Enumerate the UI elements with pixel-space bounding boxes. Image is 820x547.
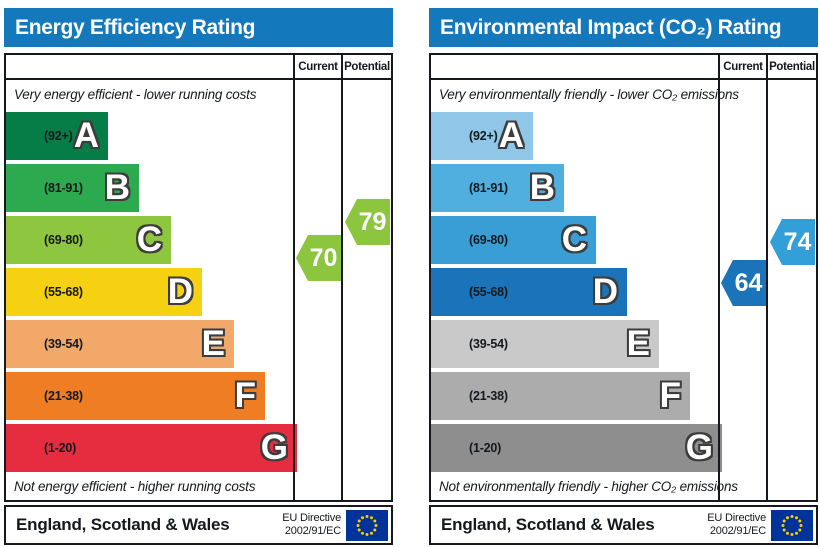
current-column-header: Current: [298, 61, 338, 73]
potential-column-divider: [766, 53, 768, 502]
band-d: (55-68) D: [431, 268, 627, 316]
chart-title-bar: Energy Efficiency Rating: [4, 8, 393, 47]
eu-flag-icon: [346, 509, 388, 541]
band-range-label: (39-54): [469, 337, 508, 351]
band-letter: A: [498, 115, 524, 155]
chart-footer: England, Scotland & Wales EU Directive 2…: [4, 505, 393, 545]
band-letter: B: [529, 167, 555, 207]
top-caption: Very environmentally friendly - lower CO…: [439, 87, 739, 102]
potential-rating-pointer: 79: [345, 199, 390, 245]
band-range-label: (21-38): [469, 389, 508, 403]
band-range-label: (69-80): [469, 233, 508, 247]
band-letter: E: [201, 323, 225, 363]
band-range-label: (92+): [469, 129, 498, 143]
bottom-caption: Not energy efficient - higher running co…: [14, 479, 256, 494]
band-g: (1-20) G: [431, 424, 722, 472]
eu-flag-icon: [771, 509, 813, 541]
band-b: (81-91) B: [6, 164, 139, 212]
band-range-label: (1-20): [469, 441, 502, 455]
header-divider: [4, 78, 393, 80]
band-letter: E: [626, 323, 650, 363]
eu-directive-label: EU Directive 2002/91/EC: [707, 511, 766, 537]
bottom-caption: Not environmentally friendly - higher CO…: [439, 479, 738, 494]
band-letter: G: [260, 427, 288, 467]
region-label: England, Scotland & Wales: [16, 515, 230, 534]
region-label: England, Scotland & Wales: [441, 515, 655, 534]
band-letter: A: [73, 115, 99, 155]
band-c: (69-80) C: [6, 216, 171, 264]
band-a: (92+) A: [431, 112, 533, 160]
band-range-label: (81-91): [469, 181, 508, 195]
band-a: (92+) A: [6, 112, 108, 160]
band-range-label: (92+): [44, 129, 73, 143]
energy-efficiency-chart: Energy Efficiency Rating Current Potenti…: [4, 8, 393, 545]
current-column-header: Current: [723, 61, 763, 73]
header-divider: [429, 78, 818, 80]
band-c: (69-80) C: [431, 216, 596, 264]
band-letter: D: [592, 271, 618, 311]
band-letter: C: [136, 219, 162, 259]
band-range-label: (69-80): [44, 233, 83, 247]
band-range-label: (39-54): [44, 337, 83, 351]
chart-title: Energy Efficiency Rating: [15, 15, 256, 39]
band-b: (81-91) B: [431, 164, 564, 212]
band-d: (55-68) D: [6, 268, 202, 316]
chart-footer: England, Scotland & Wales EU Directive 2…: [429, 505, 818, 545]
band-g: (1-20) G: [6, 424, 297, 472]
current-column-divider: [718, 53, 720, 502]
band-range-label: (55-68): [469, 285, 508, 299]
band-letter: B: [104, 167, 130, 207]
chart-title-bar: Environmental Impact (CO₂) Rating: [429, 8, 818, 47]
current-column-divider: [293, 53, 295, 502]
band-range-label: (55-68): [44, 285, 83, 299]
band-e: (39-54) E: [431, 320, 659, 368]
band-range-label: (1-20): [44, 441, 77, 455]
band-letter: F: [659, 375, 681, 415]
band-f: (21-38) F: [6, 372, 265, 420]
chart-title: Environmental Impact (CO₂) Rating: [440, 15, 782, 39]
potential-column-divider: [341, 53, 343, 502]
potential-column-header: Potential: [344, 61, 390, 73]
eu-directive-label: EU Directive 2002/91/EC: [282, 511, 341, 537]
band-letter: G: [685, 427, 713, 467]
band-f: (21-38) F: [431, 372, 690, 420]
band-letter: C: [561, 219, 587, 259]
top-caption: Very energy efficient - lower running co…: [14, 87, 257, 102]
band-letter: D: [167, 271, 193, 311]
band-range-label: (21-38): [44, 389, 83, 403]
band-range-label: (81-91): [44, 181, 83, 195]
band-letter: F: [234, 375, 256, 415]
environmental-impact-chart: Environmental Impact (CO₂) Rating Curren…: [429, 8, 818, 545]
potential-column-header: Potential: [769, 61, 815, 73]
band-e: (39-54) E: [6, 320, 234, 368]
